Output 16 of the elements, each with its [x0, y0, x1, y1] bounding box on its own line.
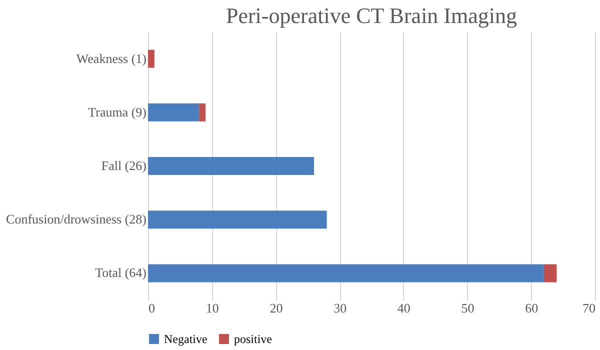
x-tick-label: 0 [148, 300, 155, 316]
x-tick-label: 40 [397, 300, 410, 316]
x-tick-label: 60 [525, 300, 538, 316]
x-tick-label: 30 [334, 300, 347, 316]
y-tick-label: Confusion/drowsiness (28) [6, 212, 146, 227]
x-tick-label: 50 [461, 300, 474, 316]
x-tick-label: 70 [582, 300, 596, 316]
legend-label: positive [234, 332, 272, 346]
y-tick-label: Weakness (1) [76, 50, 146, 66]
y-tick-label: Fall (26) [101, 158, 146, 173]
chart-title: Peri-operative CT Brain Imaging [226, 3, 518, 28]
y-tick-label: Trauma (9) [88, 104, 146, 120]
x-tick-label: 20 [270, 300, 283, 316]
y-tick-label: Total (64) [95, 265, 146, 280]
x-tick-label: 10 [206, 300, 219, 316]
legend-label: Negative [164, 332, 208, 346]
